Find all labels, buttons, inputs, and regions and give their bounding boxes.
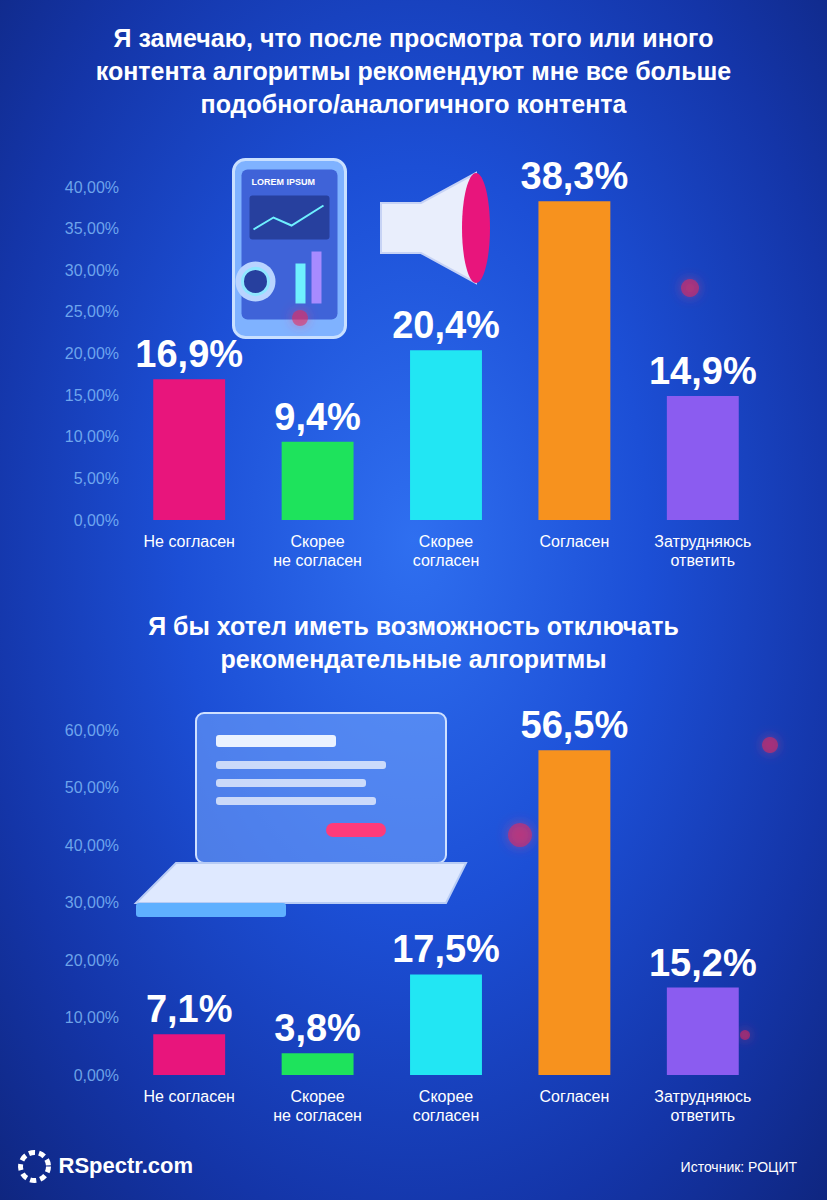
svg-text:Я замечаю, что после просмотра: Я замечаю, что после просмотра того или …	[114, 24, 714, 52]
svg-text:контента алгоритмы рекомендуют: контента алгоритмы рекомендуют мне все б…	[96, 57, 732, 85]
svg-text:56,5%: 56,5%	[521, 704, 629, 746]
svg-text:20,00%: 20,00%	[65, 952, 119, 969]
svg-text:40,00%: 40,00%	[65, 837, 119, 854]
svg-text:Затрудняюсь: Затрудняюсь	[654, 533, 751, 550]
svg-text:Скорее: Скорее	[290, 1088, 344, 1105]
svg-text:17,5%: 17,5%	[392, 928, 500, 970]
svg-text:10,00%: 10,00%	[65, 428, 119, 445]
svg-text:60,00%: 60,00%	[65, 722, 119, 739]
svg-text:не согласен: не согласен	[273, 552, 362, 569]
svg-text:не согласен: не согласен	[273, 1107, 362, 1124]
svg-text:40,00%: 40,00%	[65, 179, 119, 196]
svg-text:Скорее: Скорее	[419, 1088, 473, 1105]
svg-text:3,8%: 3,8%	[274, 1007, 361, 1049]
svg-text:15,00%: 15,00%	[65, 387, 119, 404]
svg-text:5,00%: 5,00%	[74, 470, 119, 487]
svg-text:Источник: РОЦИТ: Источник: РОЦИТ	[681, 1159, 798, 1175]
svg-text:Я бы хотел иметь возможность о: Я бы хотел иметь возможность отключать	[148, 612, 679, 640]
svg-text:Согласен: Согласен	[539, 1088, 609, 1105]
svg-text:ответить: ответить	[671, 1107, 736, 1124]
svg-text:Согласен: Согласен	[539, 533, 609, 550]
svg-text:30,00%: 30,00%	[65, 894, 119, 911]
svg-text:рекомендательные алгоритмы: рекомендательные алгоритмы	[220, 645, 606, 673]
svg-text:согласен: согласен	[413, 1107, 480, 1124]
svg-text:ответить: ответить	[671, 552, 736, 569]
svg-text:50,00%: 50,00%	[65, 779, 119, 796]
svg-text:9,4%: 9,4%	[274, 396, 361, 438]
svg-text:согласен: согласен	[413, 552, 480, 569]
svg-text:Скорее: Скорее	[290, 533, 344, 550]
svg-text:подобного/аналогичного контент: подобного/аналогичного контента	[201, 90, 628, 118]
svg-text:Не согласен: Не согласен	[143, 1088, 234, 1105]
svg-text:20,00%: 20,00%	[65, 345, 119, 362]
svg-text:38,3%: 38,3%	[521, 155, 629, 197]
svg-text:Скорее: Скорее	[419, 533, 473, 550]
svg-text:20,4%: 20,4%	[392, 304, 500, 346]
svg-text:16,9%: 16,9%	[135, 333, 243, 375]
svg-text:Не согласен: Не согласен	[143, 533, 234, 550]
svg-text:LOREM IPSUM: LOREM IPSUM	[252, 177, 316, 187]
svg-text:35,00%: 35,00%	[65, 220, 119, 237]
svg-text:RSpectr.com: RSpectr.com	[59, 1153, 194, 1178]
svg-text:30,00%: 30,00%	[65, 262, 119, 279]
svg-text:10,00%: 10,00%	[65, 1009, 119, 1026]
svg-text:7,1%: 7,1%	[146, 988, 233, 1030]
svg-text:0,00%: 0,00%	[74, 1067, 119, 1084]
svg-text:25,00%: 25,00%	[65, 303, 119, 320]
svg-text:14,9%: 14,9%	[649, 350, 757, 392]
svg-text:Затрудняюсь: Затрудняюсь	[654, 1088, 751, 1105]
svg-text:15,2%: 15,2%	[649, 942, 757, 984]
svg-text:0,00%: 0,00%	[74, 512, 119, 529]
